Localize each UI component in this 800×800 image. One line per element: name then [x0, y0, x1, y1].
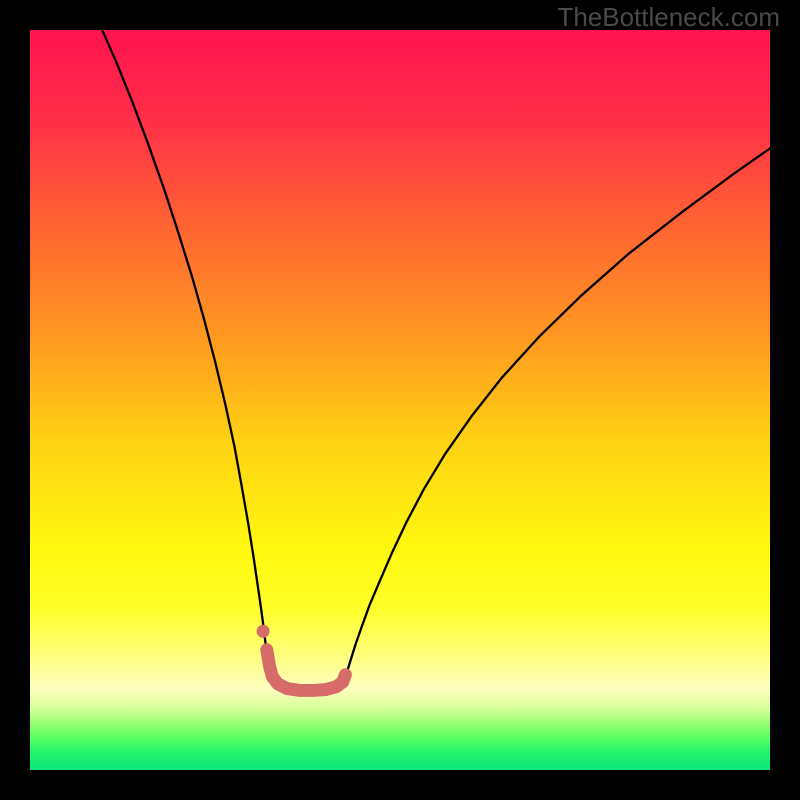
- gradient-rect: [30, 30, 770, 770]
- watermark-text: TheBottleneck.com: [557, 2, 780, 33]
- chart-svg: [30, 30, 770, 770]
- rounded-marker-dot: [257, 625, 270, 638]
- plot-area: [30, 30, 770, 770]
- chart-stage: TheBottleneck.com: [0, 0, 800, 800]
